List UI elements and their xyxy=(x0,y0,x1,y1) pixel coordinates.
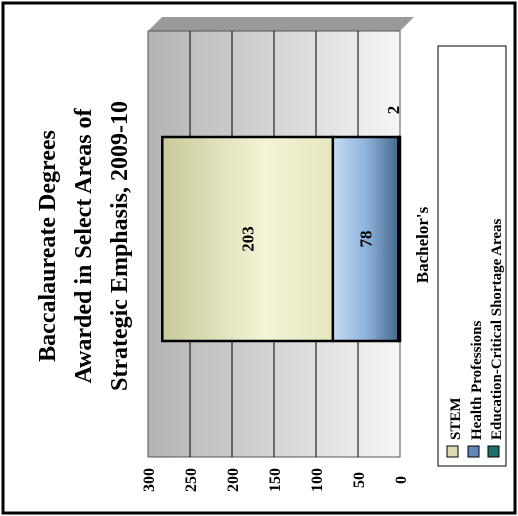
chart-title: Baccalaureate Degrees Awarded in Select … xyxy=(35,101,133,391)
legend-swatch xyxy=(467,445,480,458)
bar-health-professions xyxy=(331,135,400,343)
title-line-2: Awarded in Select Areas of xyxy=(71,107,97,383)
legend-swatch xyxy=(487,445,500,458)
data-label: 78 xyxy=(357,231,376,248)
y-tick-label: 50 xyxy=(351,472,368,488)
plot-side-wall xyxy=(148,17,414,31)
data-label: 2 xyxy=(384,106,403,115)
category-label: Bachelor's xyxy=(413,206,432,283)
y-tick-label: 100 xyxy=(309,468,326,492)
legend-items: STEM Health Professions Education-Critical… xyxy=(446,218,505,458)
legend-label: Education-Critical Shortage Areas xyxy=(489,218,505,440)
legend: STEM Health Professions Education-Critical… xyxy=(437,45,507,467)
bar-stem xyxy=(161,135,335,343)
bars: 203 78 2 xyxy=(161,106,403,343)
y-tick-label: 300 xyxy=(141,468,158,492)
y-tick-label: 200 xyxy=(225,468,242,492)
data-label: 203 xyxy=(239,226,258,252)
plot-area: 203 78 2 0 50 100 150 200 250 300 xyxy=(141,17,414,492)
legend-label: Health Professions xyxy=(469,321,485,440)
legend-swatch xyxy=(446,445,459,458)
y-tick-label: 150 xyxy=(267,468,284,492)
legend-label: STEM xyxy=(448,397,464,440)
y-tick-label: 250 xyxy=(183,468,200,492)
title-line-3: Strategic Emphasis, 2009-10 xyxy=(107,101,133,391)
legend-box xyxy=(437,45,507,467)
y-tick-label: 0 xyxy=(393,476,410,484)
title-line-1: Baccalaureate Degrees xyxy=(35,130,61,362)
value-axis-ticks: 0 50 100 150 200 250 300 xyxy=(141,468,410,492)
